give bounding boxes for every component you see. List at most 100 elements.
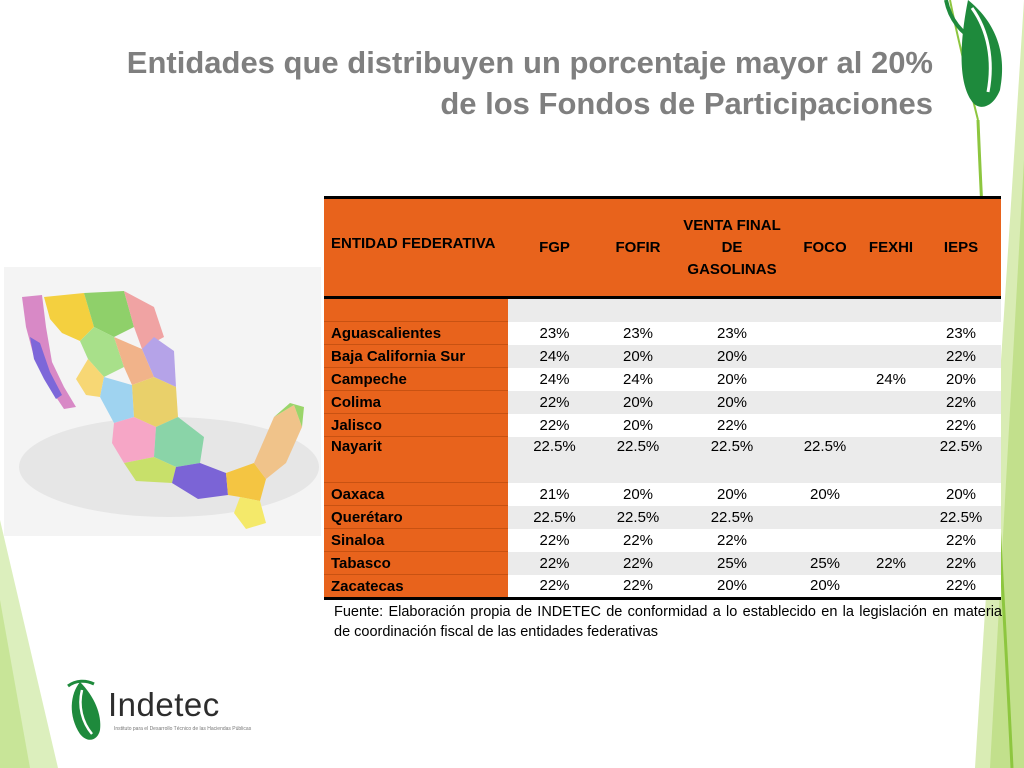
participaciones-table-wrapper: ENTIDAD FEDERATIVA FGP FOFIR VENTA FINAL… <box>324 196 1001 600</box>
cell-fgp: 22% <box>508 551 601 575</box>
cell-fgp: 24% <box>508 344 601 368</box>
cell-fexhi: 24% <box>861 367 921 391</box>
cell-ieps: 22% <box>921 574 1001 600</box>
cell-venta: 25% <box>675 551 789 575</box>
leaf-icon <box>944 0 1003 107</box>
cell-fexhi: 22% <box>861 551 921 575</box>
cell-fofir: 20% <box>601 390 675 414</box>
cell-foco <box>789 413 861 437</box>
cell-foco: 22.5% <box>789 436 861 483</box>
mexico-map-icon <box>19 291 319 529</box>
cell-entidad: Baja California Sur <box>324 344 508 368</box>
cell-foco: 25% <box>789 551 861 575</box>
source-note: Fuente: Elaboración propia de INDETEC de… <box>334 604 1002 640</box>
cell-venta: 20% <box>675 390 789 414</box>
cell-fofir: 20% <box>601 344 675 368</box>
table-row: Baja California Sur 24% 20% 20% 22% <box>324 344 1001 368</box>
cell-entidad: Jalisco <box>324 413 508 437</box>
cell-fgp: 22% <box>508 390 601 414</box>
cell-venta: 20% <box>675 344 789 368</box>
cell-ieps: 20% <box>921 482 1001 506</box>
cell-ieps: 22% <box>921 551 1001 575</box>
cell-ieps: 22.5% <box>921 505 1001 529</box>
header-fgp: FGP <box>508 196 601 299</box>
slide-title: Entidades que distribuyen un porcentaje … <box>110 42 933 124</box>
cell-venta: 22.5% <box>675 436 789 483</box>
cell-fexhi <box>861 574 921 600</box>
cell-venta: 20% <box>675 367 789 391</box>
header-fexhi: FEXHI <box>861 196 921 299</box>
cell-fgp: 21% <box>508 482 601 506</box>
table-row: Tabasco 22% 22% 25% 25% 22% 22% <box>324 551 1001 575</box>
table-row: Campeche 24% 24% 20% 24% 20% <box>324 367 1001 391</box>
cell-fexhi <box>861 413 921 437</box>
cell-fgp: 22% <box>508 574 601 600</box>
table-row: Querétaro 22.5% 22.5% 22.5% 22.5% <box>324 505 1001 529</box>
cell-fofir: 24% <box>601 367 675 391</box>
cell-fgp: 23% <box>508 321 601 345</box>
participaciones-table: ENTIDAD FEDERATIVA FGP FOFIR VENTA FINAL… <box>324 196 1001 600</box>
cell-foco <box>789 528 861 552</box>
cell-ieps: 23% <box>921 321 1001 345</box>
header-fofir: FOFIR <box>601 196 675 299</box>
cell-fexhi <box>861 321 921 345</box>
cell-fofir: 22% <box>601 551 675 575</box>
cell-ieps: 22% <box>921 528 1001 552</box>
cell-fofir: 22% <box>601 574 675 600</box>
logo-subtitle: Instituto para el Desarrollo Técnico de … <box>114 726 252 732</box>
cell-venta: 23% <box>675 321 789 345</box>
table-row: Nayarit 22.5% 22.5% 22.5% 22.5% 22.5% <box>324 436 1001 483</box>
cell-foco <box>789 367 861 391</box>
cell-fgp: 24% <box>508 367 601 391</box>
cell-fofir: 22.5% <box>601 505 675 529</box>
cell-ieps: 22% <box>921 390 1001 414</box>
title-line-2: de los Fondos de Participaciones <box>440 86 933 121</box>
table-header-row: ENTIDAD FEDERATIVA FGP FOFIR VENTA FINAL… <box>324 196 1001 299</box>
cell-fexhi <box>861 505 921 529</box>
cell-fexhi <box>861 390 921 414</box>
header-ieps: IEPS <box>921 196 1001 299</box>
cell-fexhi <box>861 482 921 506</box>
cell-venta: 20% <box>675 574 789 600</box>
cell-entidad: Aguascalientes <box>324 321 508 345</box>
cell-fgp: 22.5% <box>508 505 601 529</box>
table-row: Jalisco 22% 20% 22% 22% <box>324 413 1001 437</box>
cell-ieps: 22% <box>921 344 1001 368</box>
cell-foco: 20% <box>789 482 861 506</box>
cell-entidad: Tabasco <box>324 551 508 575</box>
cell-venta: 22% <box>675 413 789 437</box>
cell-fgp: 22% <box>508 413 601 437</box>
indetec-logo: Indetec Instituto para el Desarrollo Téc… <box>66 676 251 746</box>
table-row: Colima 22% 20% 20% 22% <box>324 390 1001 414</box>
cell-fofir: 22.5% <box>601 436 675 483</box>
cell-entidad: Colima <box>324 390 508 414</box>
logo-wordmark: Indetec <box>108 686 220 723</box>
cell-venta: 22% <box>675 528 789 552</box>
cell-venta: 20% <box>675 482 789 506</box>
cell-fofir: 22% <box>601 528 675 552</box>
table-row: Aguascalientes 23% 23% 23% 23% <box>324 321 1001 345</box>
cell-foco <box>789 344 861 368</box>
cell-fexhi <box>861 436 921 483</box>
cell-ieps: 20% <box>921 367 1001 391</box>
cell-entidad: Oaxaca <box>324 482 508 506</box>
cell-ieps: 22.5% <box>921 436 1001 483</box>
cell-fofir: 20% <box>601 413 675 437</box>
cell-fgp: 22% <box>508 528 601 552</box>
table-spacer-row <box>324 297 1001 322</box>
table-row: Sinaloa 22% 22% 22% 22% <box>324 528 1001 552</box>
cell-foco: 20% <box>789 574 861 600</box>
cell-entidad: Nayarit <box>324 436 508 483</box>
table-row: Zacatecas 22% 22% 20% 20% 22% <box>324 574 1001 600</box>
indetec-leaf-icon <box>67 679 101 740</box>
cell-foco <box>789 505 861 529</box>
header-entidad: ENTIDAD FEDERATIVA <box>324 196 508 299</box>
cell-fexhi <box>861 344 921 368</box>
header-venta: VENTA FINAL DE GASOLINAS <box>675 196 789 299</box>
cell-fgp: 22.5% <box>508 436 601 483</box>
cell-foco <box>789 390 861 414</box>
cell-fofir: 23% <box>601 321 675 345</box>
mexico-map-image <box>4 267 321 536</box>
title-line-1: Entidades que distribuyen un porcentaje … <box>126 45 933 80</box>
cell-entidad: Zacatecas <box>324 574 508 600</box>
